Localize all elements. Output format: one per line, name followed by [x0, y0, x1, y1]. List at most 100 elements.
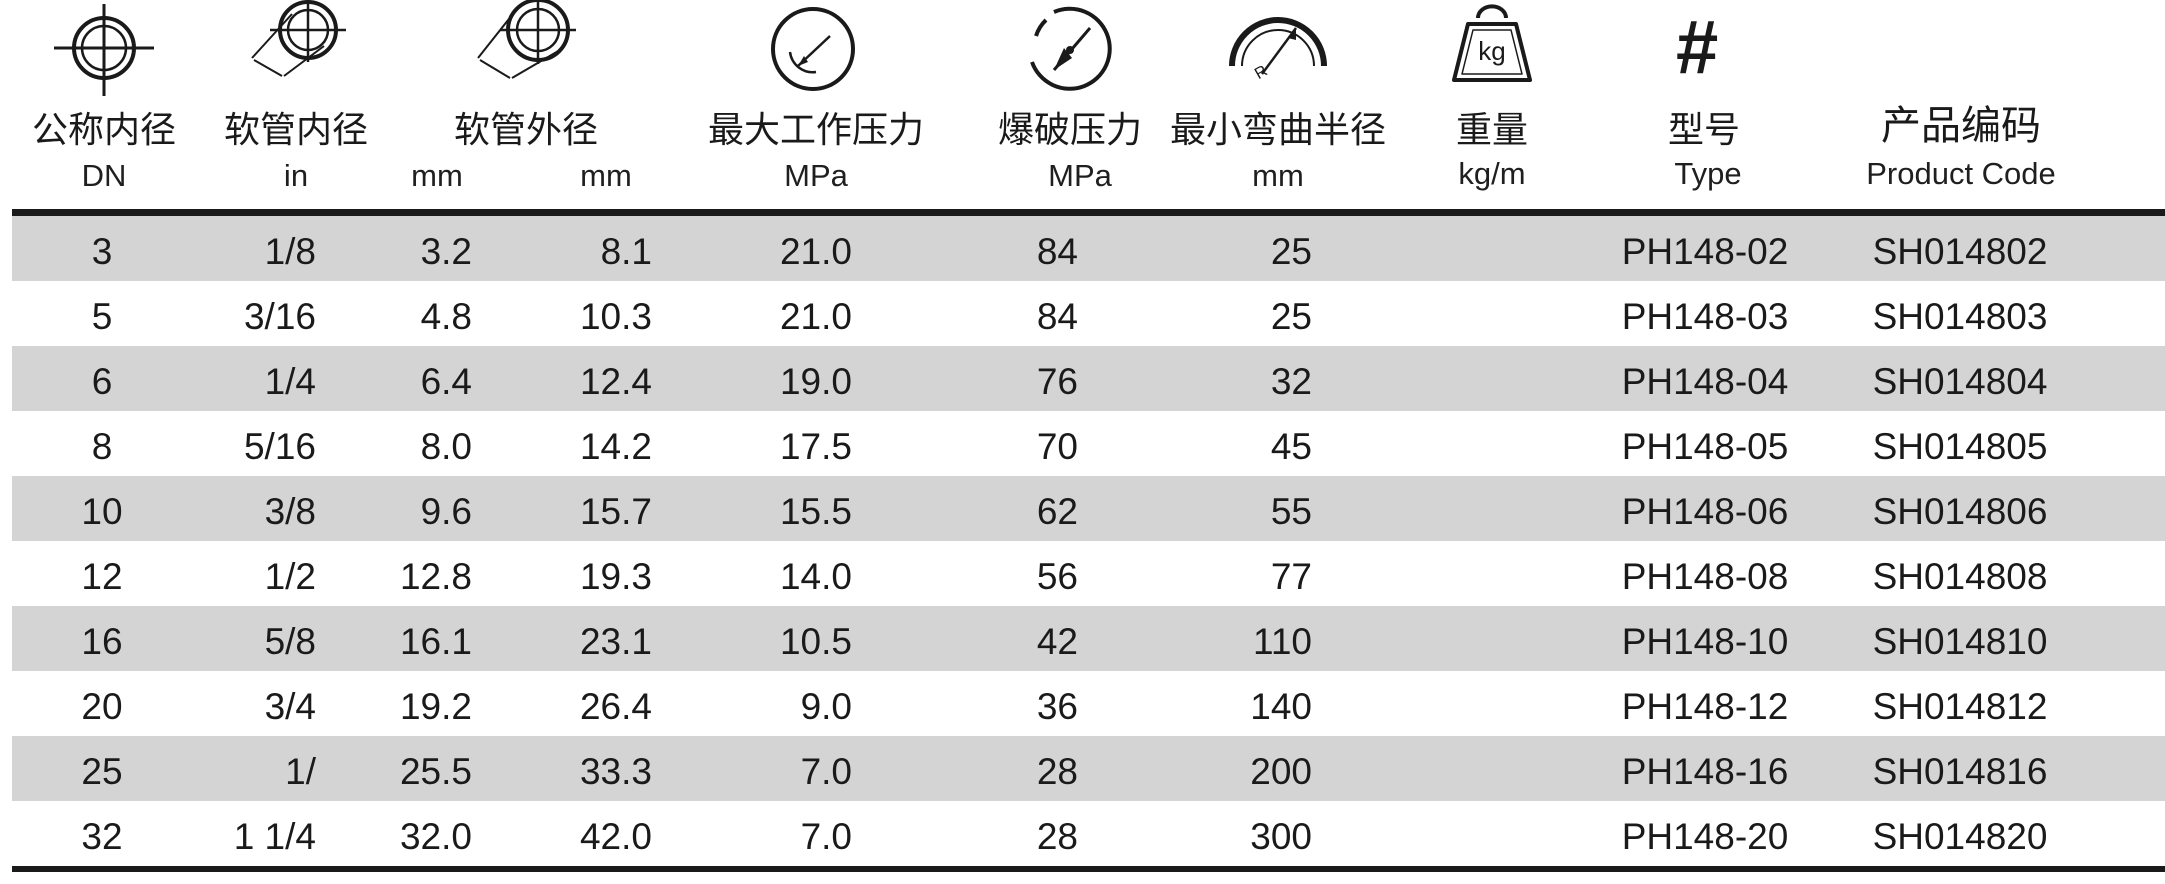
- table-row: 8 5/16 8.0 14.2 17.5 70 45 PH148-05 SH014805: [12, 411, 2165, 476]
- cell-working-pressure: 7.0: [800, 751, 852, 792]
- cell-dn: 20: [81, 686, 123, 727]
- cell-id-in: 1 1/4: [233, 816, 316, 857]
- cell-working-pressure: 14.0: [779, 556, 852, 597]
- cell-dn: 3: [91, 231, 113, 272]
- cell-bend-radius: 77: [1270, 556, 1312, 597]
- table-bottom-rule: [12, 866, 2165, 872]
- cell-product-code: SH014802: [1872, 231, 2048, 272]
- cell-id-mm: 4.8: [420, 296, 472, 337]
- cell-id-mm: 9.6: [420, 491, 472, 532]
- cell-product-code: SH014816: [1872, 751, 2048, 792]
- cell-dn: 25: [81, 751, 123, 792]
- cell-working-pressure: 19.0: [779, 361, 852, 402]
- table-row: 16 5/8 16.1 23.1 10.5 42 110 PH148-10 SH014810: [12, 606, 2165, 671]
- header-bp-unit: MPa: [1048, 158, 1112, 193]
- table-row: 6 1/4 6.4 12.4 19.0 76 32 PH148-04 SH014804: [12, 346, 2165, 411]
- table-row: 3 1/8 3.2 8.1 21.0 84 25 PH148-02 SH014802: [12, 216, 2165, 281]
- cell-burst-pressure: 76: [1036, 361, 1078, 402]
- table-row: 20 3/4 19.2 26.4 9.0 36 140 PH148-12 SH014812: [12, 671, 2165, 736]
- cell-bend-radius: 140: [1250, 686, 1312, 727]
- cell-bend-radius: 200: [1250, 751, 1312, 792]
- cell-burst-pressure: 28: [1036, 816, 1078, 857]
- cell-type: PH148-05: [1621, 426, 1789, 467]
- cell-product-code: SH014808: [1872, 556, 2048, 597]
- outer-diameter-icon: [468, 0, 580, 80]
- header-dn-unit: DN: [81, 158, 127, 193]
- cell-id-in: 5/8: [264, 621, 316, 662]
- cell-type: PH148-12: [1621, 686, 1789, 727]
- cell-bend-radius: 110: [1253, 621, 1312, 662]
- header-bp-label: 爆破压力: [997, 109, 1143, 150]
- cell-id-mm: 8.0: [420, 426, 472, 467]
- spec-table-body: 3 1/8 3.2 8.1 21.0 84 25 PH148-02 SH014802 5 3/16 4…: [12, 216, 2165, 866]
- cell-bend-radius: 45: [1270, 426, 1312, 467]
- cell-working-pressure: 7.0: [800, 816, 852, 857]
- table-row: 25 1/25.5 33.3 7.0 28 200 PH148-16 SH014816: [12, 736, 2165, 801]
- cell-type: PH148-02: [1621, 231, 1789, 272]
- cell-od-mm: 42.0: [579, 816, 652, 857]
- cell-working-pressure: 17.5: [779, 426, 852, 467]
- cell-id-in: 1/: [285, 751, 316, 792]
- cell-type: PH148-20: [1621, 816, 1789, 857]
- bend-radius-icon: R: [1226, 8, 1330, 88]
- cell-od-mm: 15.7: [579, 491, 652, 532]
- cell-id-mm: 3.2: [420, 231, 472, 272]
- weight-kg-icon: kg: [1448, 4, 1536, 88]
- cell-burst-pressure: 84: [1036, 296, 1078, 337]
- cell-id-in: 3/4: [264, 686, 316, 727]
- cell-dn: 8: [91, 426, 113, 467]
- cell-type: PH148-04: [1621, 361, 1789, 402]
- cell-burst-pressure: 28: [1036, 751, 1078, 792]
- table-row: 12 1/2 12.8 19.3 14.0 56 77 PH148-08 SH014808: [12, 541, 2165, 606]
- cell-dn: 32: [81, 816, 123, 857]
- cell-burst-pressure: 42: [1036, 621, 1078, 662]
- cell-burst-pressure: 62: [1036, 491, 1078, 532]
- cell-product-code: SH014820: [1872, 816, 2048, 857]
- cell-id-in: 3/16: [243, 296, 316, 337]
- cell-id-mm: 12.8: [399, 556, 472, 597]
- header-od-label: 软管外径: [453, 109, 599, 150]
- cell-bend-radius: 25: [1270, 231, 1312, 272]
- table-row: 10 3/8 9.6 15.7 15.5 62 55 PH148-06 SH014806: [12, 476, 2165, 541]
- cell-bend-radius: 25: [1270, 296, 1312, 337]
- cell-working-pressure: 21.0: [779, 231, 852, 272]
- cell-burst-pressure: 56: [1036, 556, 1078, 597]
- header-wp-label: 最大工作压力: [707, 109, 925, 150]
- cell-burst-pressure: 70: [1036, 426, 1078, 467]
- header-type-unit: Type: [1674, 156, 1742, 191]
- header-type-label: 型号: [1667, 109, 1741, 150]
- header-id-in-unit: in: [283, 158, 309, 193]
- cell-bend-radius: 55: [1270, 491, 1312, 532]
- cell-dn: 10: [81, 491, 123, 532]
- header-code-label: 产品编码: [1881, 104, 2041, 148]
- cell-od-mm: 23.1: [579, 621, 652, 662]
- cell-working-pressure: 21.0: [779, 296, 852, 337]
- cell-type: PH148-16: [1621, 751, 1789, 792]
- cell-product-code: SH014803: [1872, 296, 2048, 337]
- cell-dn: 5: [91, 296, 113, 337]
- cell-type: PH148-03: [1621, 296, 1789, 337]
- cell-bend-radius: 300: [1250, 816, 1312, 857]
- header-br-label: 最小弯曲半径: [1169, 109, 1387, 150]
- cell-id-mm: 25.5: [399, 751, 472, 792]
- cell-dn: 16: [81, 621, 123, 662]
- cell-id-in: 1/2: [264, 556, 316, 597]
- cell-type: PH148-06: [1621, 491, 1789, 532]
- cell-od-mm: 12.4: [579, 361, 652, 402]
- cell-working-pressure: 9.0: [800, 686, 852, 727]
- pressure-gauge-icon: [768, 4, 858, 94]
- weight-icon-text: kg: [1478, 36, 1505, 66]
- cell-id-mm: 6.4: [420, 361, 472, 402]
- header-dn-label: 公称内径: [31, 109, 177, 150]
- crosshair-circle-icon: [52, 2, 156, 100]
- cell-id-in: 3/8: [264, 491, 316, 532]
- cell-dn: 12: [81, 556, 123, 597]
- cell-type: PH148-08: [1621, 556, 1789, 597]
- header-code-unit: Product Code: [1866, 156, 2056, 191]
- cell-product-code: SH014812: [1872, 686, 2048, 727]
- cell-od-mm: 14.2: [579, 426, 652, 467]
- cell-od-mm: 26.4: [579, 686, 652, 727]
- cell-dn: 6: [91, 361, 113, 402]
- cell-bend-radius: 32: [1270, 361, 1312, 402]
- cell-id-mm: 32.0: [399, 816, 472, 857]
